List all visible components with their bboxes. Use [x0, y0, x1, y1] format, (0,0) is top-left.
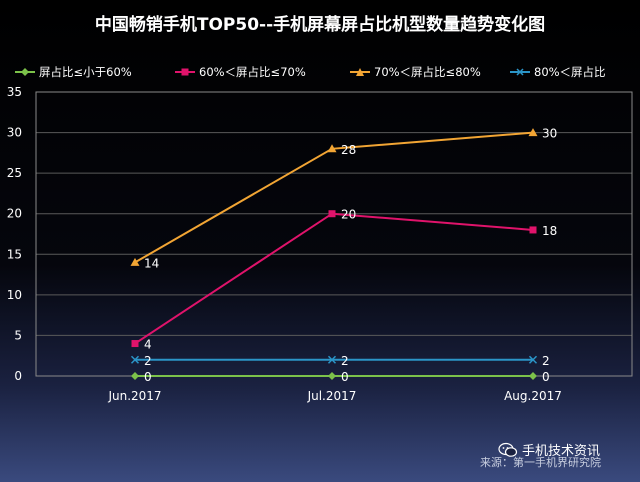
- data-point: [529, 372, 537, 380]
- y-tick-label: 5: [14, 328, 22, 342]
- source-note: 来源：第一手机界研究院: [480, 456, 601, 469]
- brand-watermark: 手机技术资讯: [498, 440, 600, 459]
- y-tick-label: 10: [7, 288, 22, 302]
- data-label: 28: [341, 143, 356, 157]
- chart-title: 中国畅销手机TOP50--手机屏幕屏占比机型数量趋势变化图: [94, 15, 546, 35]
- data-label: 2: [341, 354, 349, 368]
- legend-marker-diamond-icon: [15, 68, 35, 76]
- data-label: 18: [542, 224, 557, 238]
- y-tick-label: 30: [7, 126, 22, 140]
- data-label: 0: [144, 370, 152, 384]
- data-label: 20: [341, 208, 356, 222]
- y-tick-label: 20: [7, 207, 22, 221]
- legend-marker-x-icon: [510, 68, 530, 76]
- legend-marker-triangle-icon: [350, 68, 370, 76]
- wechat-icon: [498, 442, 518, 457]
- brand-name: 手机技术资讯: [522, 444, 601, 459]
- data-point: [131, 372, 139, 380]
- y-tick-label: 25: [7, 166, 22, 180]
- series-line: [134, 212, 534, 345]
- data-point: [327, 355, 337, 364]
- data-label: 30: [542, 127, 557, 141]
- data-point: [130, 257, 140, 266]
- legend-marker-square-icon: [175, 68, 195, 76]
- legend-label-series-3: 70%＜屏占比≤80%: [374, 65, 481, 79]
- data-point: [528, 128, 538, 137]
- x-tick-label: Jul.2017: [307, 389, 357, 403]
- legend-item-series-1: 屏占比≤小于60%: [14, 64, 132, 80]
- legend-item-series-3: 70%＜屏占比≤80%: [349, 64, 481, 80]
- data-label: 0: [542, 370, 550, 384]
- data-point: [328, 372, 336, 380]
- data-label: 4: [144, 338, 152, 352]
- x-tick-label: Jun.2017: [107, 389, 161, 403]
- data-point: [328, 210, 336, 218]
- y-tick-label: 15: [7, 247, 22, 261]
- legend-label-series-2: 60%＜屏占比≤70%: [199, 65, 306, 79]
- legend-item-series-2: 60%＜屏占比≤70%: [174, 64, 306, 80]
- data-label: 2: [144, 354, 152, 368]
- data-label: 0: [341, 370, 349, 384]
- y-tick-label: 35: [7, 85, 22, 99]
- data-point: [131, 340, 139, 348]
- legend-label-series-4: 80%＜屏占比: [534, 65, 606, 79]
- data-label: 2: [542, 354, 550, 368]
- legend-label-series-1: 屏占比≤小于60%: [39, 65, 132, 79]
- data-label: 14: [144, 256, 159, 270]
- data-point: [529, 226, 537, 234]
- data-point: [327, 144, 337, 153]
- data-point: [528, 355, 538, 364]
- legend-item-series-4: 80%＜屏占比: [509, 64, 606, 80]
- x-tick-label: Aug.2017: [504, 389, 562, 403]
- y-tick-label: 0: [14, 369, 22, 383]
- chart-legend: 屏占比≤小于60% 60%＜屏占比≤70% 70%＜屏占比≤80% 80%＜屏占…: [14, 64, 634, 82]
- data-point: [130, 355, 140, 364]
